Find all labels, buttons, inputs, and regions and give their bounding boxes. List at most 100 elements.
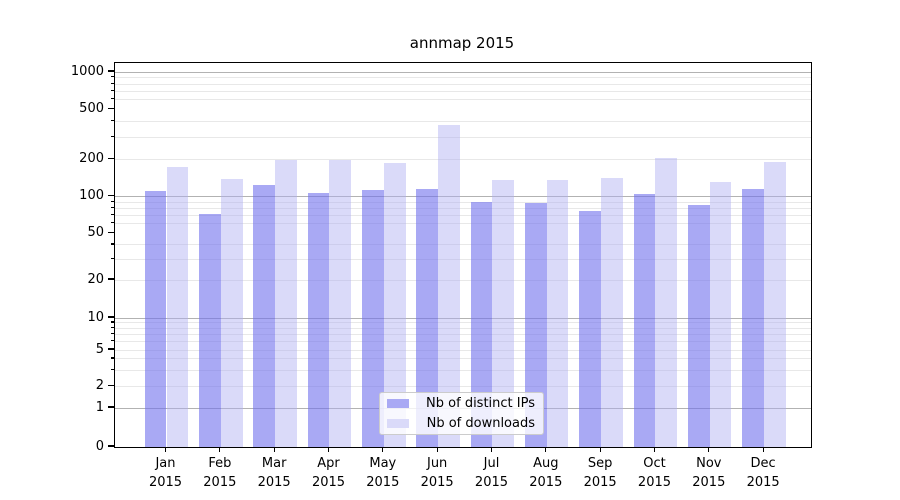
x-tick-mark	[436, 447, 438, 452]
bar-downloads-nov	[709, 182, 732, 447]
gridline-minor	[115, 358, 811, 360]
bar-distinct-ips-mar	[253, 185, 276, 447]
x-tick-label: Feb 2015	[203, 456, 237, 490]
x-tick-label: Sep 2015	[583, 456, 617, 490]
y-minor-tick-mark	[110, 368, 114, 371]
x-tick-mark	[599, 447, 601, 452]
x-tick-label: Dec 2015	[746, 456, 780, 490]
bar-downloads-feb	[220, 178, 243, 447]
y-minor-tick-mark	[110, 243, 114, 245]
gridline-minor	[115, 322, 811, 324]
bar-distinct-ips-jan	[144, 191, 167, 447]
y-tick-mark	[108, 70, 114, 72]
x-tick-mark	[545, 447, 547, 452]
x-tick-label: Jul 2015	[474, 456, 509, 490]
x-tick-mark	[219, 447, 221, 452]
x-tick-mark	[327, 447, 330, 452]
gridline-minor	[115, 90, 811, 92]
y-minor-tick-mark	[110, 200, 114, 202]
bar-distinct-ips-aug	[525, 203, 547, 447]
x-tick-label: Jan 2015	[148, 456, 183, 490]
bar-downloads-aug	[546, 180, 569, 447]
x-tick-mark	[164, 447, 167, 452]
gridline-minor	[115, 341, 811, 343]
y-tick-label: 10	[87, 309, 104, 325]
bar-distinct-ips-jul	[470, 201, 493, 447]
gridline-minor	[115, 349, 811, 351]
y-tick-mark	[108, 316, 114, 318]
x-tick-label: Jun 2015	[420, 456, 454, 490]
x-tick-mark	[762, 447, 764, 452]
x-tick-label: Apr 2015	[311, 456, 346, 490]
plot-area	[114, 62, 812, 448]
gridline-minor	[115, 369, 811, 371]
y-minor-tick-mark	[110, 326, 114, 328]
y-minor-tick-mark	[110, 348, 114, 350]
y-tick-label: 1000	[70, 63, 104, 79]
gridline-minor	[115, 121, 811, 123]
y-tick-mark	[108, 406, 114, 408]
y-minor-tick-mark	[110, 76, 114, 78]
bar-downloads-mar	[275, 159, 297, 447]
y-minor-tick-mark	[110, 98, 114, 100]
bar-downloads-jul	[492, 180, 515, 447]
x-tick-label: Oct 2015	[637, 456, 672, 490]
y-tick-mark	[108, 194, 114, 197]
bar-distinct-ips-jun	[416, 188, 439, 447]
y-tick-label: 100	[79, 188, 104, 203]
bar-downloads-sep	[601, 177, 623, 447]
y-minor-tick-mark	[110, 357, 114, 359]
gridline-minor	[115, 279, 811, 281]
bar-distinct-ips-apr	[307, 193, 330, 447]
y-tick-label: 200	[79, 151, 104, 166]
x-tick-mark	[653, 447, 656, 452]
gridline-minor	[115, 83, 811, 85]
bar-distinct-ips-dec	[742, 188, 765, 447]
y-tick-label: 50	[87, 225, 104, 240]
y-minor-tick-mark	[110, 214, 114, 216]
gridline-minor	[115, 223, 811, 225]
y-tick-label: 20	[87, 271, 104, 287]
y-tick-mark	[108, 445, 114, 447]
legend-item-distinct-ips: Nb of distinct IPs	[387, 395, 535, 412]
gridline-minor	[115, 201, 811, 203]
y-minor-tick-mark	[110, 89, 114, 91]
y-minor-tick-mark	[110, 222, 114, 224]
gridline-minor	[115, 333, 811, 335]
gridline-minor	[115, 99, 811, 101]
bar-downloads-apr	[329, 159, 352, 447]
y-minor-tick-mark	[110, 158, 114, 160]
x-tick-label: Nov 2015	[692, 456, 726, 490]
y-minor-tick-mark	[110, 135, 114, 138]
gridline-major	[115, 196, 811, 197]
bar-downloads-may	[383, 163, 406, 447]
legend-swatch	[387, 419, 409, 428]
bar-downloads-jun	[438, 124, 460, 447]
y-tick-label: 1	[95, 399, 104, 415]
gridline-minor	[115, 215, 811, 217]
bar-distinct-ips-nov	[688, 205, 710, 447]
gridline-major	[115, 317, 811, 319]
legend-label: Nb of downloads	[426, 416, 535, 431]
y-minor-tick-mark	[110, 257, 114, 260]
y-tick-label: 0	[95, 438, 104, 454]
y-minor-tick-mark	[110, 278, 114, 280]
gridline-minor	[115, 136, 811, 138]
gridline-minor	[115, 244, 811, 246]
y-tick-label: 2	[95, 378, 104, 393]
legend: Nb of distinct IPs Nb of downloads	[379, 392, 544, 435]
y-minor-tick-mark	[110, 321, 114, 323]
gridline-minor	[115, 159, 811, 160]
bar-distinct-ips-may	[362, 189, 384, 447]
bar-distinct-ips-oct	[633, 193, 656, 447]
y-minor-tick-mark	[110, 206, 114, 209]
y-tick-label: 500	[79, 101, 104, 116]
gridline-major	[115, 71, 811, 73]
bar-downloads-dec	[764, 161, 786, 447]
gridline-minor	[115, 258, 811, 260]
y-tick-mark	[108, 231, 114, 234]
x-tick-mark	[490, 447, 493, 452]
gridline-minor	[115, 77, 811, 79]
y-tick-mark	[108, 107, 114, 110]
